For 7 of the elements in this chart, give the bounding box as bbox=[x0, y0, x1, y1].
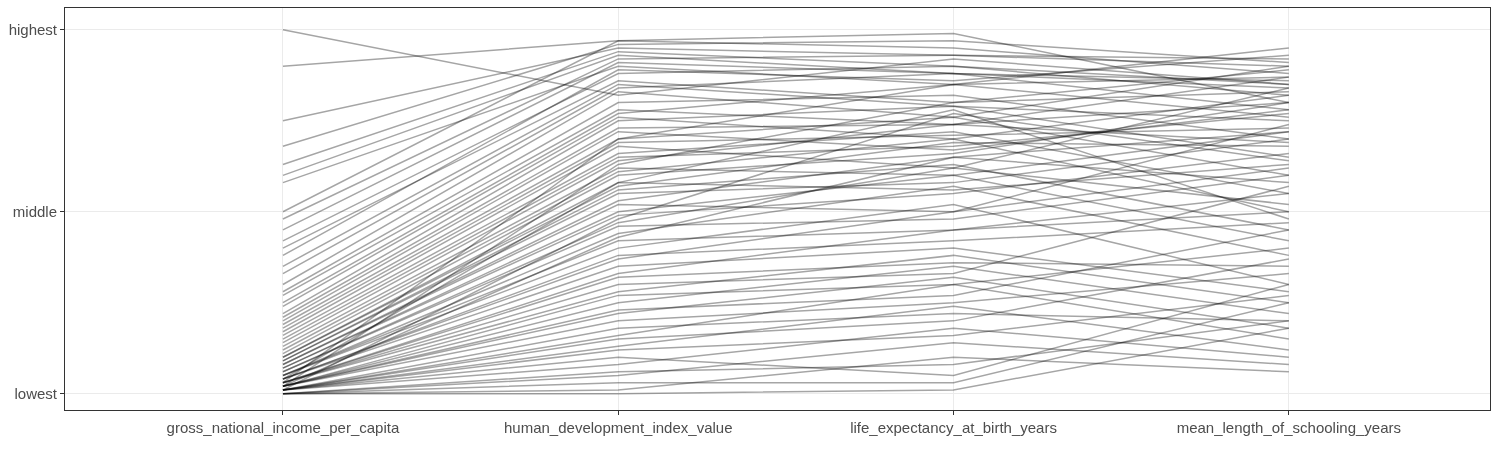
text: highest bbox=[8, 21, 58, 39]
x-tick-label: mean_length_of_schooling_years bbox=[1176, 419, 1401, 436]
x-tick-label: life_expectancy_at_birth_years bbox=[850, 419, 1057, 436]
text: middle bbox=[12, 202, 57, 220]
x-tick-label: human_development_index_value bbox=[503, 419, 733, 436]
x-tick-label: gross_national_income_per_capita bbox=[166, 419, 400, 436]
text: lowest bbox=[14, 384, 58, 402]
